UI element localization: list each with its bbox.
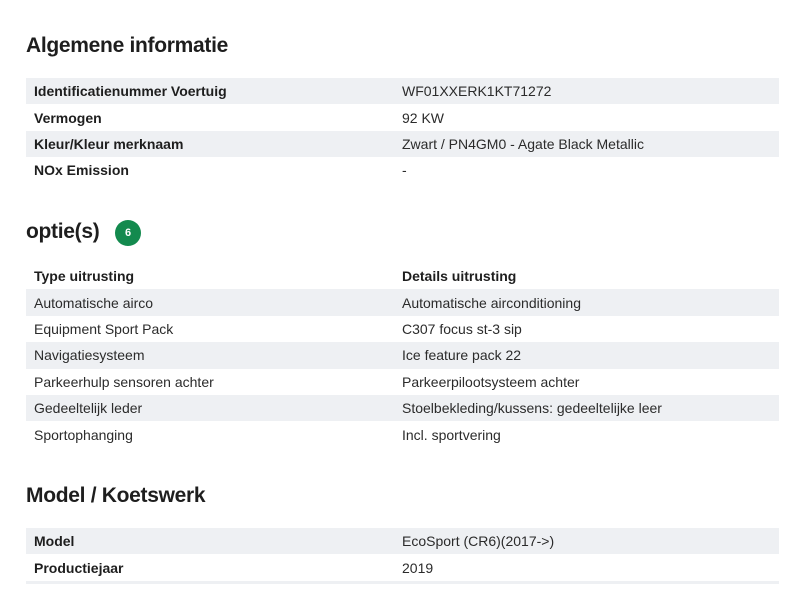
column-header-type: Type uitrusting: [34, 268, 135, 285]
option-details: Stoelbekleding/kussens: gedeeltelijke le…: [402, 400, 662, 417]
table-row: Sportophanging Incl. sportvering: [26, 421, 779, 447]
row-label: Productiejaar: [34, 559, 124, 576]
option-details: Automatische airconditioning: [402, 294, 581, 311]
table-row: Gedeeltelijk leder Stoelbekleding/kussens…: [26, 394, 779, 422]
section-title-general: Algemene informatie: [26, 34, 229, 57]
row-value: -: [402, 162, 407, 179]
option-type: Navigatiesysteem: [34, 347, 145, 364]
row-label: Identificatienummer Voertuig: [34, 83, 227, 100]
model-table: Model EcoSport (CR6)(2017->) Productiejaa…: [26, 528, 779, 584]
option-details: C307 focus st-3 sip: [402, 320, 522, 337]
table-row: Parkeerhulp sensoren achter Parkeerpiloot…: [26, 369, 779, 395]
row-label: Model: [34, 533, 75, 550]
table-bottom-divider: [26, 580, 779, 584]
option-details: Ice feature pack 22: [402, 347, 522, 364]
table-row: Identificatienummer Voertuig WF01XXERK1KT…: [26, 78, 779, 105]
option-details: Parkeerpilootsysteem achter: [402, 373, 580, 390]
row-value: 2019: [402, 559, 434, 576]
section-title-model: Model / Koetswerk: [26, 484, 206, 507]
table-row: NOx Emission -: [26, 157, 779, 183]
option-type: Sportophanging: [34, 426, 133, 443]
table-header-row: Type uitrusting Details uitrusting: [26, 263, 779, 289]
table-row: Productiejaar 2019: [26, 554, 779, 580]
options-count-badge: 6: [115, 220, 141, 246]
table-row: Navigatiesysteem Ice feature pack 22: [26, 342, 779, 369]
section-title-options: optie(s): [26, 220, 100, 243]
row-label: NOx Emission: [34, 162, 129, 179]
row-value: EcoSport (CR6)(2017->): [402, 533, 555, 550]
table-row: Model EcoSport (CR6)(2017->): [26, 528, 779, 555]
row-label: Vermogen: [34, 109, 102, 126]
table-row: Kleur/Kleur merknaam Zwart / PN4GM0 - Aga…: [26, 130, 779, 158]
option-type: Parkeerhulp sensoren achter: [34, 373, 214, 390]
general-info-table: Identificatienummer Voertuig WF01XXERK1KT…: [26, 78, 779, 184]
option-details: Incl. sportvering: [402, 426, 501, 443]
option-type: Equipment Sport Pack: [34, 320, 174, 337]
column-header-details: Details uitrusting: [402, 268, 517, 285]
options-table: Type uitrusting Details uitrusting Automa…: [26, 263, 779, 448]
row-value: WF01XXERK1KT71272: [402, 83, 552, 100]
table-row: Vermogen 92 KW: [26, 104, 779, 130]
table-row: Automatische airco Automatische aircondit…: [26, 289, 779, 316]
option-type: Automatische airco: [34, 294, 154, 311]
option-type: Gedeeltelijk leder: [34, 400, 143, 417]
row-label: Kleur/Kleur merknaam: [34, 135, 184, 152]
row-value: 92 KW: [402, 109, 445, 126]
row-value: Zwart / PN4GM0 - Agate Black Metallic: [402, 135, 644, 152]
table-row: Equipment Sport Pack C307 focus st-3 sip: [26, 316, 779, 342]
